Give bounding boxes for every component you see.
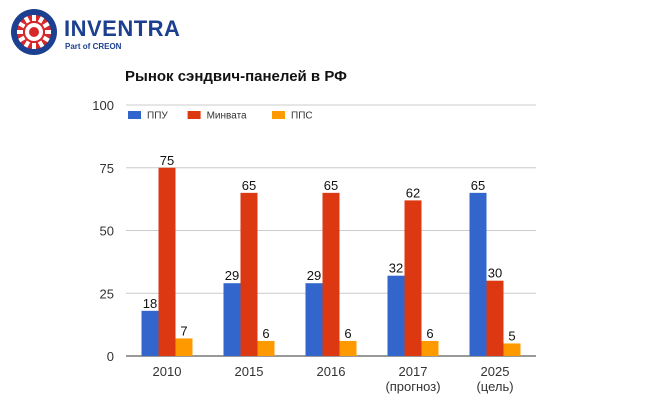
chart-title: Рынок сэндвич-панелей в РФ	[125, 68, 347, 85]
data-label: 7	[180, 323, 187, 338]
bar-ППС-4	[503, 343, 521, 356]
bar-Минвата-0	[158, 167, 176, 356]
y-tick-label: 50	[100, 224, 114, 239]
inventra-logo: INVENTRA Part of CREON	[10, 8, 190, 56]
bar-Минвата-3	[404, 200, 422, 356]
data-label: 75	[160, 153, 174, 168]
x-tick-label: 2010	[153, 364, 182, 379]
data-label: 65	[242, 178, 256, 193]
brand-name: INVENTRA	[64, 16, 181, 41]
data-label: 32	[389, 261, 403, 276]
data-label: 6	[426, 326, 433, 341]
bar-Минвата-1	[240, 192, 258, 356]
y-tick-label: 100	[92, 98, 114, 113]
legend-label-1: Минвата	[207, 111, 247, 122]
bar-ППУ-0	[141, 310, 159, 356]
bar-ППС-1	[257, 340, 275, 356]
bar-ППУ-1	[223, 283, 241, 356]
data-label: 30	[488, 266, 502, 281]
data-label: 62	[406, 185, 420, 200]
legend-swatch-1	[187, 111, 201, 119]
y-tick-label: 0	[107, 349, 114, 364]
y-tick-label: 25	[100, 286, 114, 301]
bar-ППУ-3	[387, 275, 405, 356]
bar-ППУ-2	[305, 283, 323, 356]
inventra-gear-icon	[11, 9, 57, 55]
bar-ППС-3	[421, 340, 439, 356]
legend-swatch-0	[128, 111, 141, 119]
bar-ППУ-4	[469, 192, 487, 356]
legend-label-0: ППУ	[147, 111, 168, 122]
bar-ППС-2	[339, 340, 357, 356]
data-label: 29	[225, 268, 239, 283]
brand-subtitle: Part of CREON	[65, 42, 121, 51]
bar-Минвата-2	[322, 192, 340, 356]
data-label: 29	[307, 268, 321, 283]
data-label: 65	[324, 178, 338, 193]
x-tick-label: 2025	[481, 364, 510, 379]
brand-subtitle-prefix: Part of	[65, 42, 93, 51]
data-label: 6	[262, 326, 269, 341]
bar-ППС-0	[175, 338, 193, 356]
bar-Минвата-4	[486, 280, 504, 356]
y-tick-label: 75	[100, 161, 114, 176]
x-tick-label: 2015	[235, 364, 264, 379]
data-label: 6	[344, 326, 351, 341]
data-label: 5	[508, 328, 515, 343]
x-tick-label: 2017	[399, 364, 428, 379]
x-tick-label: (цель)	[476, 379, 513, 394]
legend-swatch-2	[272, 111, 285, 119]
brand-subtitle-parent: CREON	[92, 42, 122, 51]
data-label: 65	[471, 178, 485, 193]
legend-label-2: ППС	[291, 111, 313, 122]
x-tick-label: 2016	[317, 364, 346, 379]
data-label: 18	[143, 296, 157, 311]
x-tick-label: (прогноз)	[385, 379, 440, 394]
